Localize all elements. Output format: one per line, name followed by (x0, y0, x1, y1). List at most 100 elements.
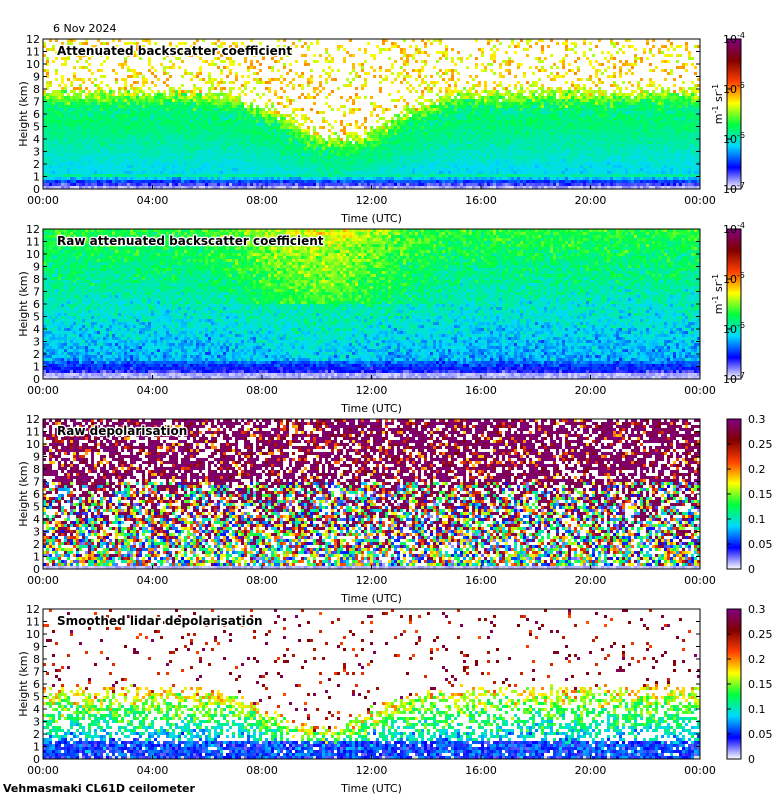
heatmap-cell (199, 69, 202, 72)
heatmap-cell (157, 102, 160, 105)
heatmap-cell (172, 183, 175, 186)
heatmap-cell (49, 87, 52, 90)
heatmap-cell (211, 102, 214, 105)
heatmap-cell (55, 69, 58, 72)
heatmap-cell (79, 138, 82, 141)
heatmap-cell (226, 138, 229, 141)
heatmap-cell (100, 96, 103, 99)
heatmap-cell (181, 147, 184, 150)
heatmap-cell (115, 129, 118, 132)
heatmap-cell (133, 114, 136, 117)
heatmap-cell (184, 174, 187, 177)
heatmap-cell (157, 105, 160, 108)
heatmap-cell (172, 75, 175, 78)
heatmap-cell (64, 126, 67, 129)
heatmap-cell (157, 99, 160, 102)
heatmap-cell (202, 96, 205, 99)
heatmap-cell (160, 93, 163, 96)
heatmap-cell (187, 129, 190, 132)
heatmap-cell (184, 150, 187, 153)
heatmap-cell (169, 153, 172, 156)
heatmap-cell (82, 63, 85, 66)
heatmap-cell (61, 183, 64, 186)
heatmap-cell (226, 78, 229, 81)
heatmap-cell (136, 153, 139, 156)
heatmap-cell (55, 66, 58, 69)
heatmap-cell (49, 72, 52, 75)
heatmap-cell (115, 171, 118, 174)
heatmap-cell (115, 135, 118, 138)
heatmap-cell (112, 111, 115, 114)
heatmap-cell (154, 78, 157, 81)
heatmap-cell (73, 93, 76, 96)
heatmap-cell (130, 129, 133, 132)
heatmap-cell (91, 93, 94, 96)
heatmap-cell (160, 138, 163, 141)
heatmap-cell (208, 114, 211, 117)
heatmap-cell (88, 105, 91, 108)
heatmap-cell (88, 153, 91, 156)
heatmap-cell (130, 72, 133, 75)
heatmap-cell (148, 144, 151, 147)
heatmap-cell (82, 150, 85, 153)
heatmap-cell (178, 114, 181, 117)
heatmap-cell (154, 123, 157, 126)
heatmap-cell (49, 114, 52, 117)
heatmap-cell (91, 183, 94, 186)
heatmap-cell (106, 135, 109, 138)
heatmap-cell (142, 153, 145, 156)
heatmap-cell (73, 99, 76, 102)
heatmap-cell (115, 114, 118, 117)
heatmap-cell (109, 120, 112, 123)
heatmap-cell (169, 162, 172, 165)
heatmap-cell (115, 162, 118, 165)
heatmap-cell (85, 120, 88, 123)
heatmap-cell (70, 72, 73, 75)
heatmap-cell (178, 117, 181, 120)
heatmap-cell (85, 138, 88, 141)
heatmap-cell (52, 126, 55, 129)
heatmap-cell (49, 147, 52, 150)
heatmap-cell (157, 174, 160, 177)
heatmap-cell (82, 183, 85, 186)
heatmap-cell (160, 84, 163, 87)
heatmap-cell (124, 144, 127, 147)
heatmap-cell (79, 72, 82, 75)
heatmap-cell (226, 69, 229, 72)
heatmap-cell (124, 108, 127, 111)
heatmap-cell (85, 156, 88, 159)
heatmap-cell (136, 174, 139, 177)
heatmap-cell (82, 78, 85, 81)
heatmap-cell (85, 177, 88, 180)
heatmap-cell (85, 96, 88, 99)
heatmap-cell (109, 63, 112, 66)
heatmap-cell (223, 174, 226, 177)
heatmap-cell (46, 93, 49, 96)
heatmap-cell (217, 132, 220, 135)
heatmap-cell (160, 126, 163, 129)
heatmap-cell (85, 150, 88, 153)
heatmap-cell (178, 99, 181, 102)
heatmap-cell (178, 60, 181, 63)
heatmap-cell (49, 45, 52, 48)
heatmap-cell (157, 87, 160, 90)
heatmap-cell (64, 105, 67, 108)
heatmap-cell (196, 132, 199, 135)
heatmap-cell (172, 153, 175, 156)
heatmap-cell (205, 105, 208, 108)
heatmap-cell (109, 69, 112, 72)
heatmap-cell (58, 63, 61, 66)
heatmap-cell (190, 153, 193, 156)
heatmap-cell (139, 153, 142, 156)
heatmap-cell (79, 129, 82, 132)
heatmap-cell (151, 141, 154, 144)
heatmap-cell (217, 114, 220, 117)
heatmap-cell (115, 96, 118, 99)
heatmap-cell (178, 78, 181, 81)
heatmap-cell (61, 102, 64, 105)
heatmap-cell (55, 126, 58, 129)
heatmap-cell (55, 111, 58, 114)
heatmap-cell (97, 159, 100, 162)
heatmap-cell (163, 162, 166, 165)
heatmap-cell (139, 183, 142, 186)
